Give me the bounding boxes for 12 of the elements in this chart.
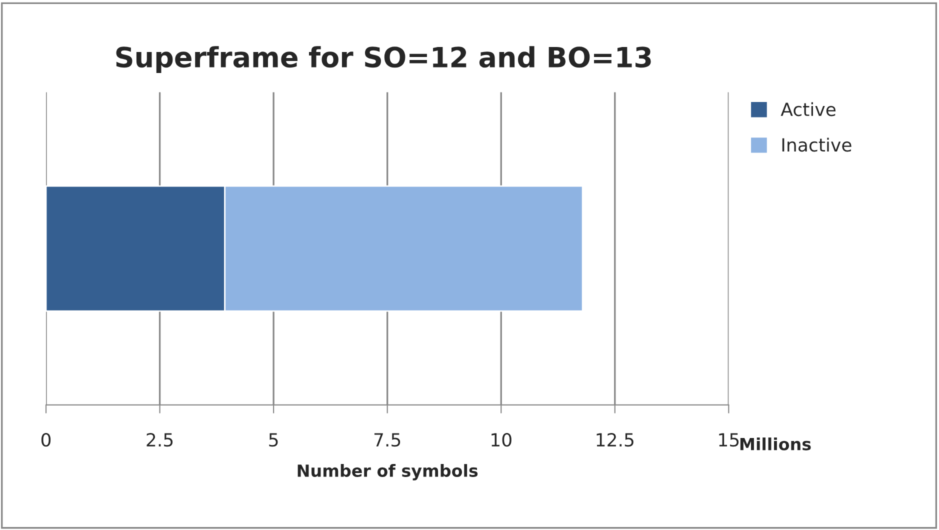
x-axis-title: Number of symbols (298, 464, 478, 480)
x-tick-label: 5 (269, 433, 278, 447)
x-tick-label: 15 (719, 433, 739, 447)
chart-title: Superframe for SO=12 and BO=13 (116, 46, 651, 73)
x-tick-label: 7.5 (374, 433, 400, 447)
x-tick-label: 0 (41, 433, 51, 447)
x-tick-label: 12.5 (596, 433, 634, 447)
legend-label: Inactive (782, 138, 852, 152)
x-tick-label: 2.5 (146, 433, 173, 447)
legend-label: Active (780, 102, 836, 116)
text: Millions (740, 438, 811, 450)
x-tick-label: 10 (492, 433, 512, 447)
